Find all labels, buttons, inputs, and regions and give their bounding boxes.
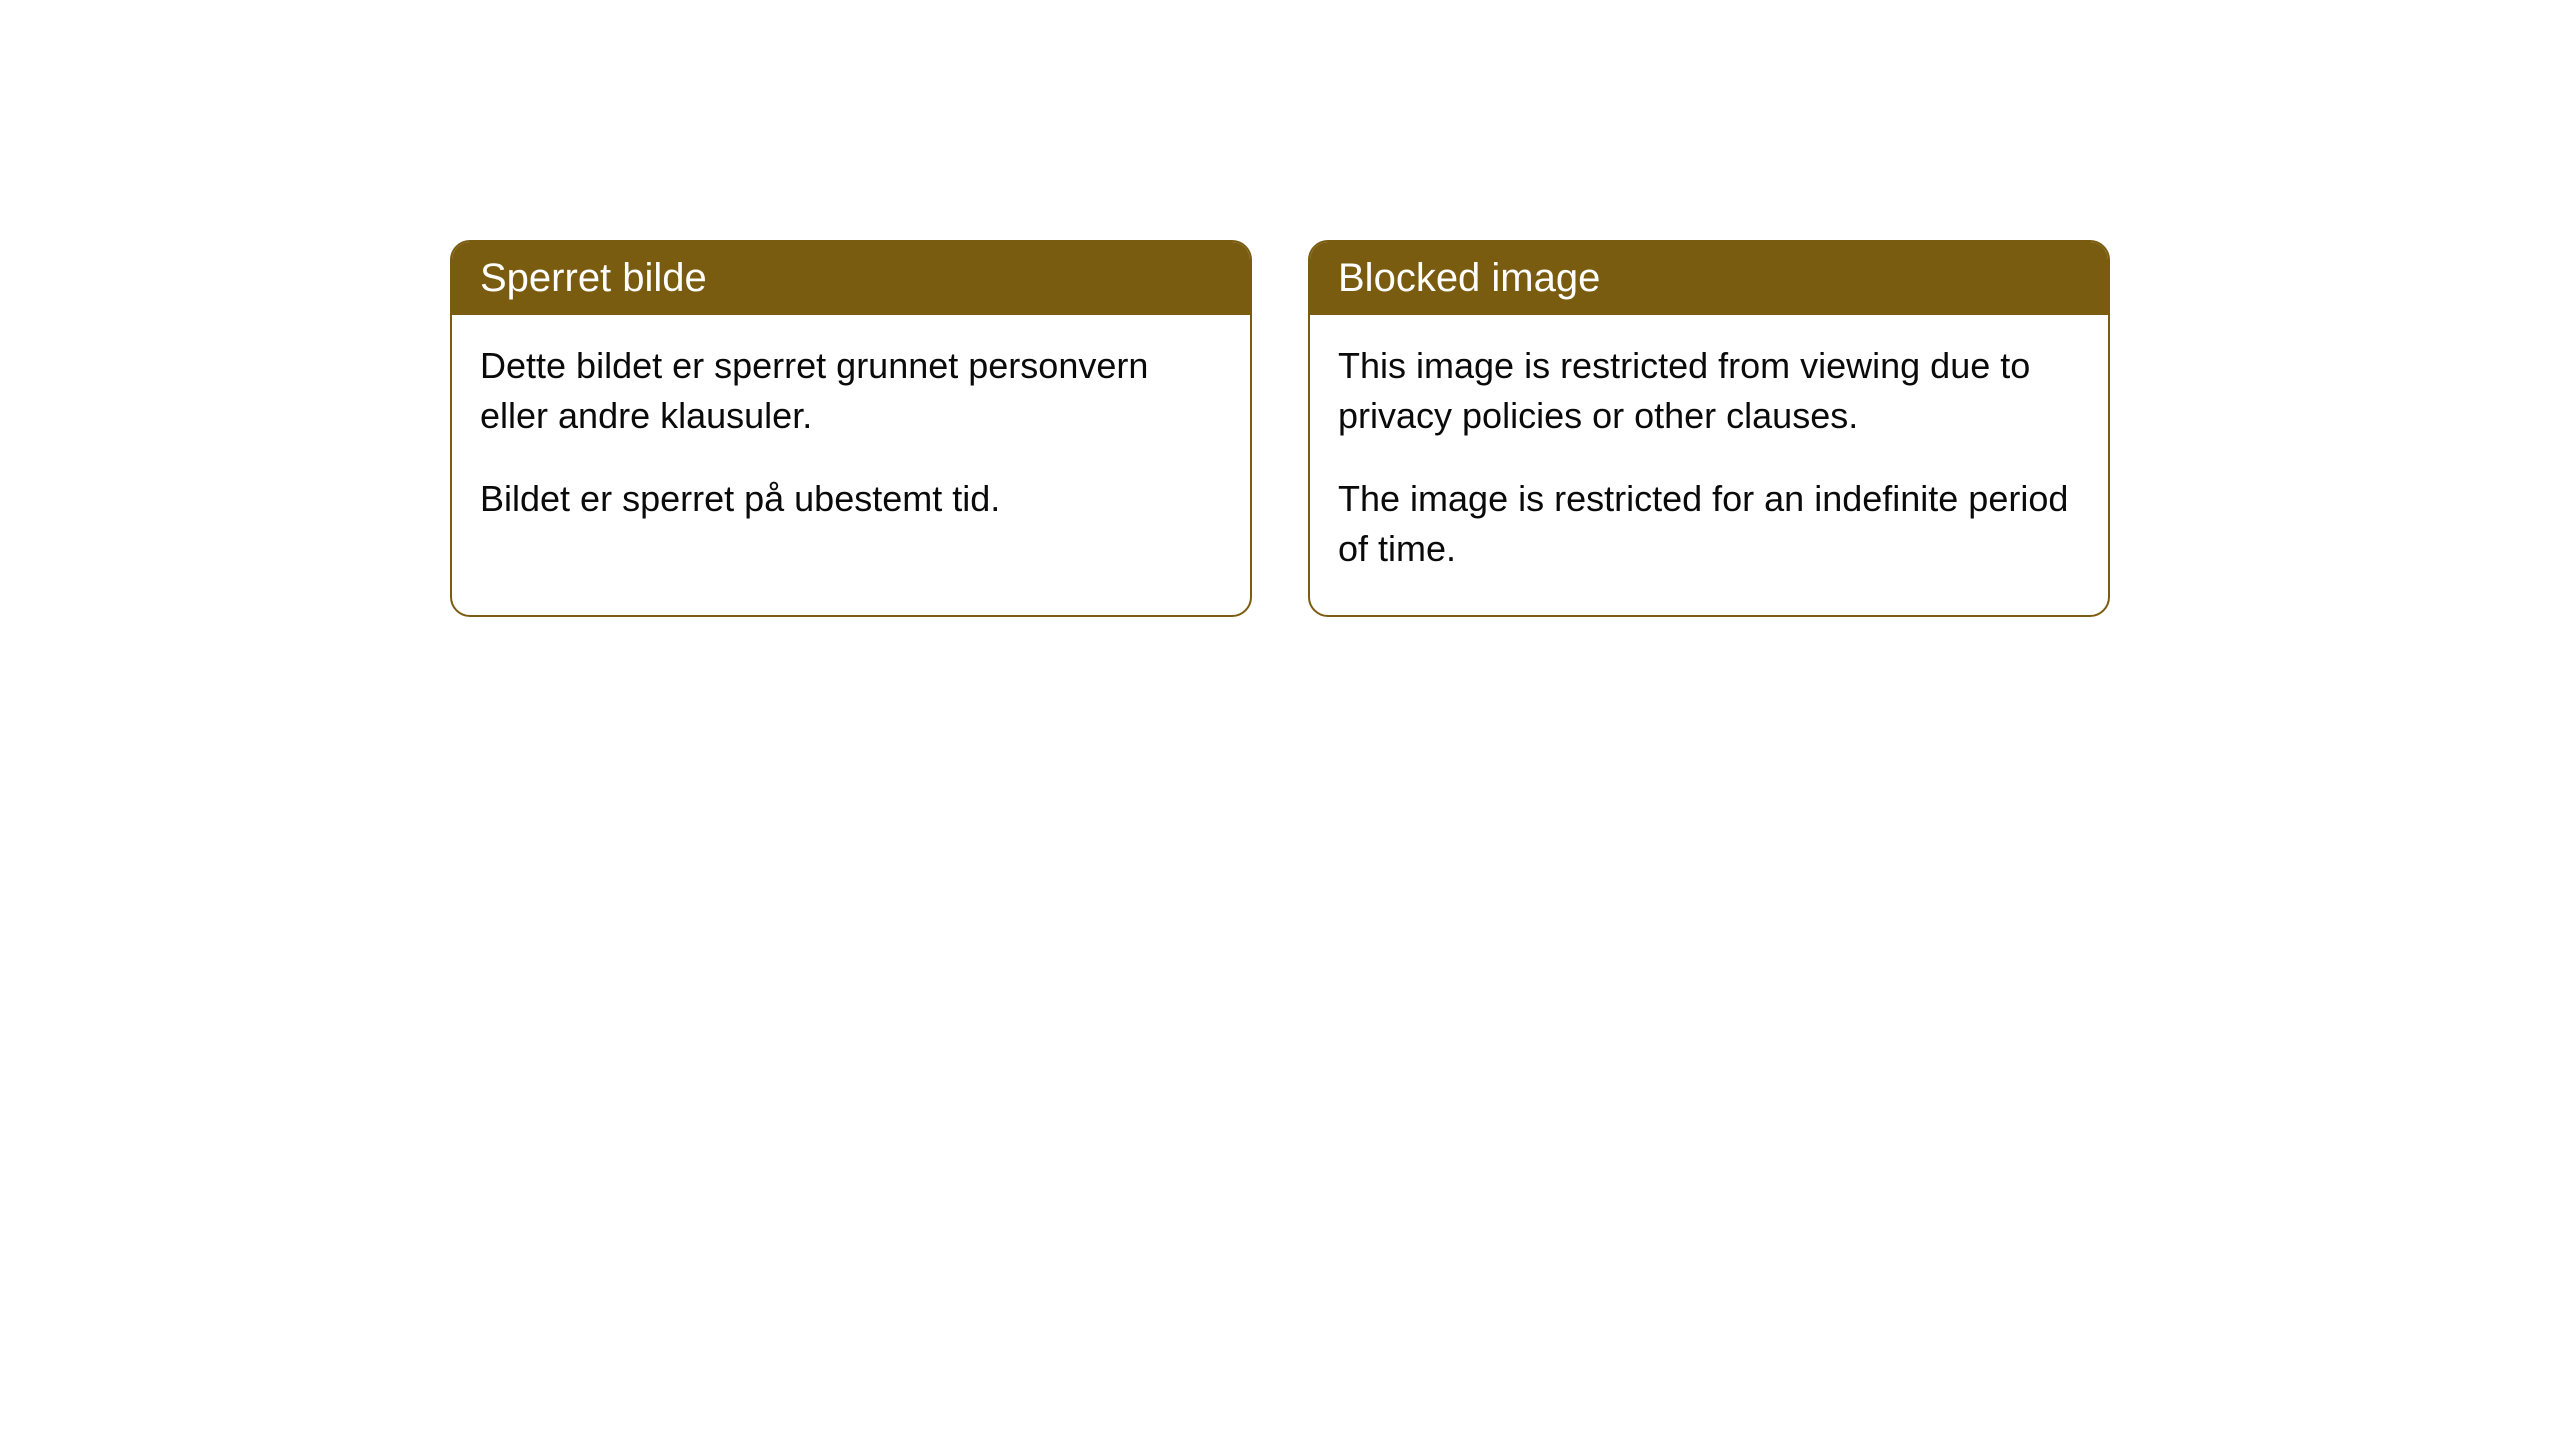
card-paragraph: Bildet er sperret på ubestemt tid. xyxy=(480,474,1222,524)
card-body: This image is restricted from viewing du… xyxy=(1310,315,2108,615)
notice-card-english: Blocked image This image is restricted f… xyxy=(1308,240,2110,617)
card-paragraph: Dette bildet er sperret grunnet personve… xyxy=(480,341,1222,442)
card-paragraph: The image is restricted for an indefinit… xyxy=(1338,474,2080,575)
card-header: Sperret bilde xyxy=(452,242,1250,315)
card-paragraph: This image is restricted from viewing du… xyxy=(1338,341,2080,442)
card-body: Dette bildet er sperret grunnet personve… xyxy=(452,315,1250,564)
notice-card-norwegian: Sperret bilde Dette bildet er sperret gr… xyxy=(450,240,1252,617)
notice-cards-container: Sperret bilde Dette bildet er sperret gr… xyxy=(450,240,2110,617)
card-title: Blocked image xyxy=(1338,256,1600,300)
card-title: Sperret bilde xyxy=(480,256,707,300)
card-header: Blocked image xyxy=(1310,242,2108,315)
